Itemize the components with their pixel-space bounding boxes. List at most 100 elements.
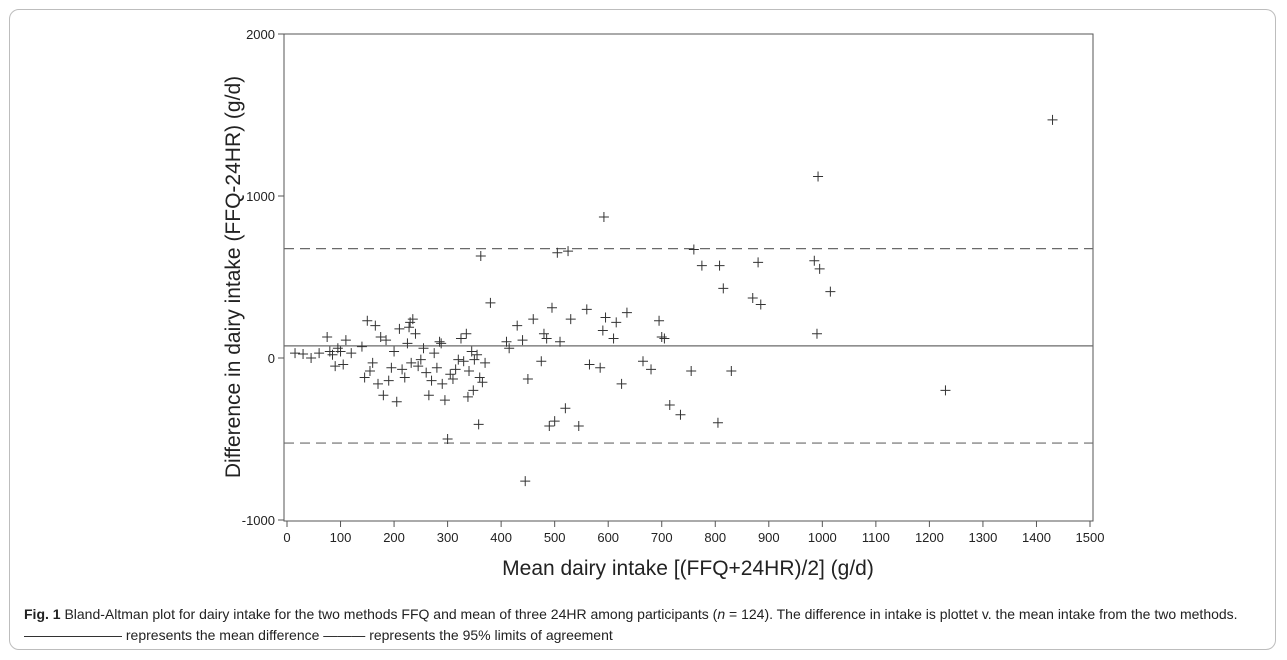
- caption-n-variable: n: [717, 606, 726, 622]
- data-point: [485, 297, 496, 308]
- data-point: [611, 317, 622, 328]
- data-point: [445, 369, 456, 380]
- data-point: [813, 171, 824, 182]
- data-point: [450, 364, 461, 375]
- data-point: [415, 354, 426, 365]
- data-point: [597, 325, 608, 336]
- x-axis: 0 100 200 300 400 500 600 700 800 900 1000 1100 1200…: [283, 521, 1104, 545]
- data-point: [621, 307, 632, 318]
- data-point: [528, 314, 539, 325]
- data-point: [814, 263, 825, 274]
- data-point: [462, 391, 473, 402]
- data-point: [447, 374, 458, 385]
- data-point: [437, 378, 448, 389]
- y-tick-label: -1000: [242, 513, 275, 528]
- data-point: [389, 346, 400, 357]
- data-point: [477, 377, 488, 388]
- data-point: [464, 365, 475, 376]
- data-point: [423, 390, 434, 401]
- x-tick-label: 900: [758, 530, 780, 545]
- data-point: [560, 403, 571, 414]
- x-tick-label: 800: [704, 530, 726, 545]
- data-point: [362, 315, 373, 326]
- data-point: [370, 320, 381, 331]
- data-point: [472, 349, 483, 360]
- y-tick-label: 2000: [246, 27, 275, 42]
- data-point: [688, 244, 699, 255]
- x-tick-label: 700: [651, 530, 673, 545]
- data-point: [712, 417, 723, 428]
- data-point: [413, 361, 424, 372]
- data-point: [402, 338, 413, 349]
- data-point: [442, 434, 453, 444]
- data-point: [646, 364, 657, 375]
- data-point: [659, 333, 670, 344]
- data-point: [664, 399, 675, 410]
- data-point: [809, 255, 820, 266]
- data-point: [637, 356, 648, 367]
- x-tick-label: 100: [330, 530, 352, 545]
- data-point: [314, 348, 325, 359]
- data-point: [381, 335, 392, 346]
- x-tick-label: 1400: [1022, 530, 1051, 545]
- data-point: [410, 328, 421, 339]
- data-point: [753, 257, 764, 268]
- data-point: [747, 293, 758, 304]
- y-tick-label: 1000: [246, 189, 275, 204]
- y-axis-title: Difference in dairy intake (FFQ-24HR) (g…: [222, 76, 245, 478]
- data-point: [391, 396, 402, 407]
- x-tick-label: 1000: [808, 530, 837, 545]
- plot-area: [283, 33, 1094, 522]
- y-tick-label: 0: [268, 351, 275, 366]
- x-tick-label: 600: [597, 530, 619, 545]
- data-point: [375, 331, 386, 342]
- data-point: [555, 336, 566, 347]
- data-point: [654, 315, 665, 326]
- data-point: [466, 346, 477, 357]
- figure-frame: [9, 9, 1276, 650]
- data-point: [338, 359, 349, 370]
- data-point: [431, 362, 442, 373]
- data-point: [469, 354, 480, 365]
- figure-caption: Fig. 1 Bland-Altman plot for dairy intak…: [24, 604, 1264, 646]
- data-point: [359, 372, 370, 383]
- x-tick-label: 200: [383, 530, 405, 545]
- data-point: [598, 212, 609, 223]
- data-point: [825, 286, 836, 297]
- data-points: [290, 114, 1058, 487]
- figure-label: Fig. 1: [24, 606, 61, 622]
- data-point: [473, 419, 484, 430]
- caption-text-1: Bland-Altman plot for dairy intake for t…: [60, 606, 718, 622]
- data-point: [322, 331, 333, 342]
- data-point: [356, 341, 367, 352]
- data-point: [434, 336, 445, 347]
- bland-altman-chart: 0 100 200 300 400 500 600 700 800 900 1000 1100 1200…: [222, 27, 1104, 580]
- data-point: [453, 354, 464, 365]
- data-point: [501, 336, 512, 347]
- data-point: [475, 250, 486, 261]
- reference-lines: [284, 248, 1093, 444]
- data-point: [480, 357, 491, 368]
- data-point: [565, 314, 576, 325]
- data-point: [346, 348, 357, 359]
- x-tick-label: 500: [544, 530, 566, 545]
- data-point: [544, 421, 555, 432]
- data-point: [436, 338, 447, 349]
- data-point: [373, 378, 384, 389]
- data-point: [455, 333, 466, 344]
- data-point: [474, 372, 485, 383]
- data-point: [367, 357, 378, 368]
- data-point: [306, 353, 317, 363]
- data-point: [512, 320, 523, 331]
- data-point: [940, 385, 951, 396]
- y-axis: -1000 0 1000 2000: [242, 27, 284, 528]
- data-point: [504, 343, 515, 354]
- data-point: [563, 246, 574, 257]
- data-point: [1047, 114, 1058, 125]
- data-point: [461, 328, 472, 339]
- data-point: [383, 375, 394, 386]
- data-point: [517, 335, 528, 346]
- caption-text-2: = 124). The difference in intake is plot…: [24, 606, 1238, 643]
- data-point: [406, 357, 417, 368]
- data-point: [386, 362, 397, 373]
